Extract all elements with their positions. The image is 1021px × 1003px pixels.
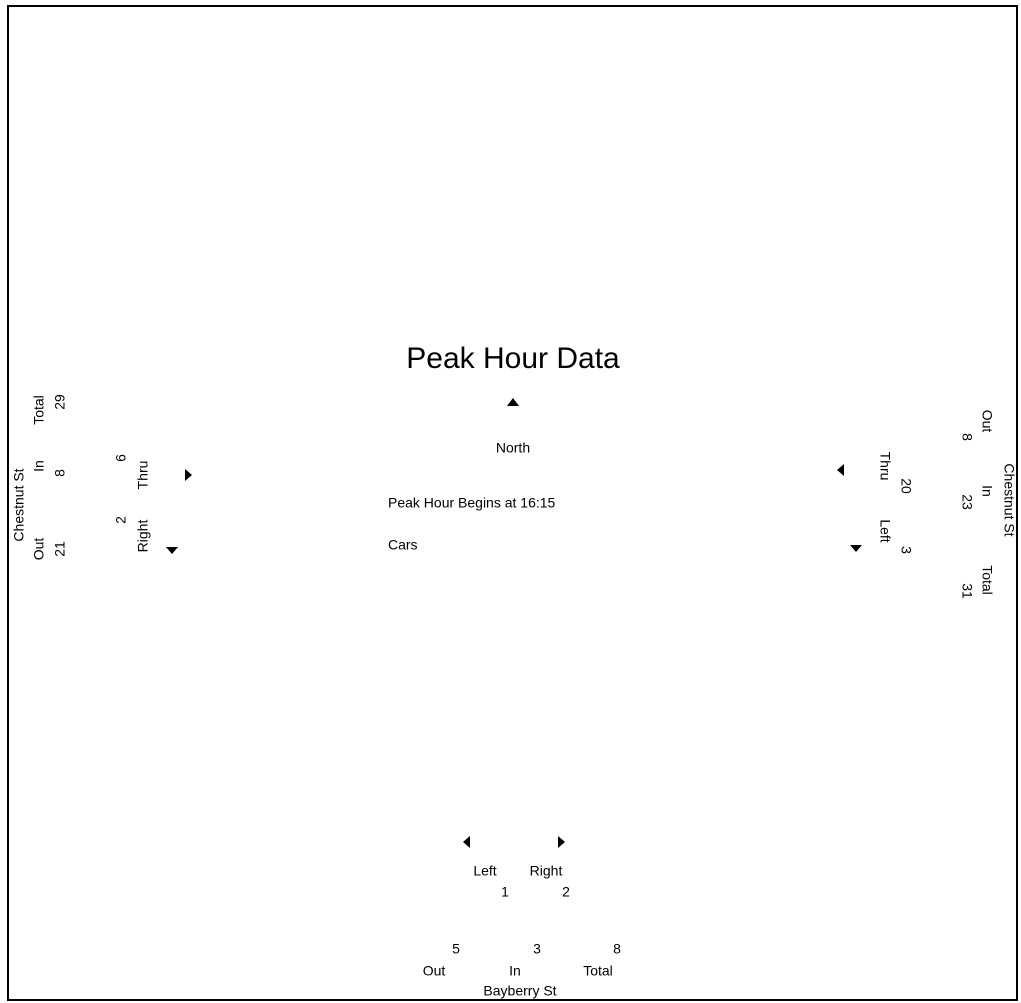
south-out-label: Out — [423, 963, 446, 979]
west-right-value: 2 — [113, 516, 129, 524]
south-left-value: 1 — [501, 884, 509, 900]
south-right-value: 2 — [562, 884, 570, 900]
south-right-arrow — [558, 836, 565, 848]
east-total-label: Total — [979, 565, 995, 595]
north-arrow — [507, 398, 519, 406]
east-in-value: 23 — [959, 494, 975, 510]
south-street: Bayberry St — [483, 983, 556, 999]
vehicle-type: Cars — [388, 537, 418, 553]
west-in-label: In — [31, 460, 47, 472]
west-right-arrow — [166, 547, 178, 554]
east-street: Chestnut St — [1001, 463, 1017, 536]
frame — [7, 5, 1018, 1001]
south-in-label: In — [509, 963, 521, 979]
south-out-value: 5 — [452, 941, 460, 957]
west-out-value: 21 — [52, 541, 68, 557]
peak-begins: Peak Hour Begins at 16:15 — [388, 495, 556, 511]
south-total-label: Total — [583, 963, 613, 979]
east-thru-value: 20 — [898, 478, 914, 494]
east-total-value: 31 — [959, 583, 975, 599]
east-left-value: 3 — [898, 546, 914, 554]
title: Peak Hour Data — [406, 342, 620, 375]
west-thru-label: Thru — [135, 461, 151, 490]
west-total-value: 29 — [52, 394, 68, 410]
east-in-label: In — [979, 485, 995, 497]
west-street: Chestnut St — [11, 468, 27, 541]
east-thru-label: Thru — [877, 452, 893, 481]
south-in-value: 3 — [533, 941, 541, 957]
west-thru-arrow — [185, 469, 192, 481]
east-out-value: 8 — [959, 433, 975, 441]
south-right-label: Right — [530, 863, 563, 879]
south-total-value: 8 — [613, 941, 621, 957]
south-left-arrow — [463, 836, 470, 848]
north-label: North — [496, 440, 530, 456]
west-total-label: Total — [31, 395, 47, 425]
west-out-label: Out — [31, 538, 47, 561]
east-thru-arrow — [837, 464, 844, 476]
east-out-label: Out — [979, 410, 995, 433]
east-left-label: Left — [877, 519, 893, 542]
west-thru-value: 6 — [113, 454, 129, 462]
south-left-label: Left — [473, 863, 496, 879]
west-in-value: 8 — [52, 469, 68, 477]
west-right-label: Right — [135, 520, 151, 553]
east-left-arrow — [850, 545, 862, 552]
